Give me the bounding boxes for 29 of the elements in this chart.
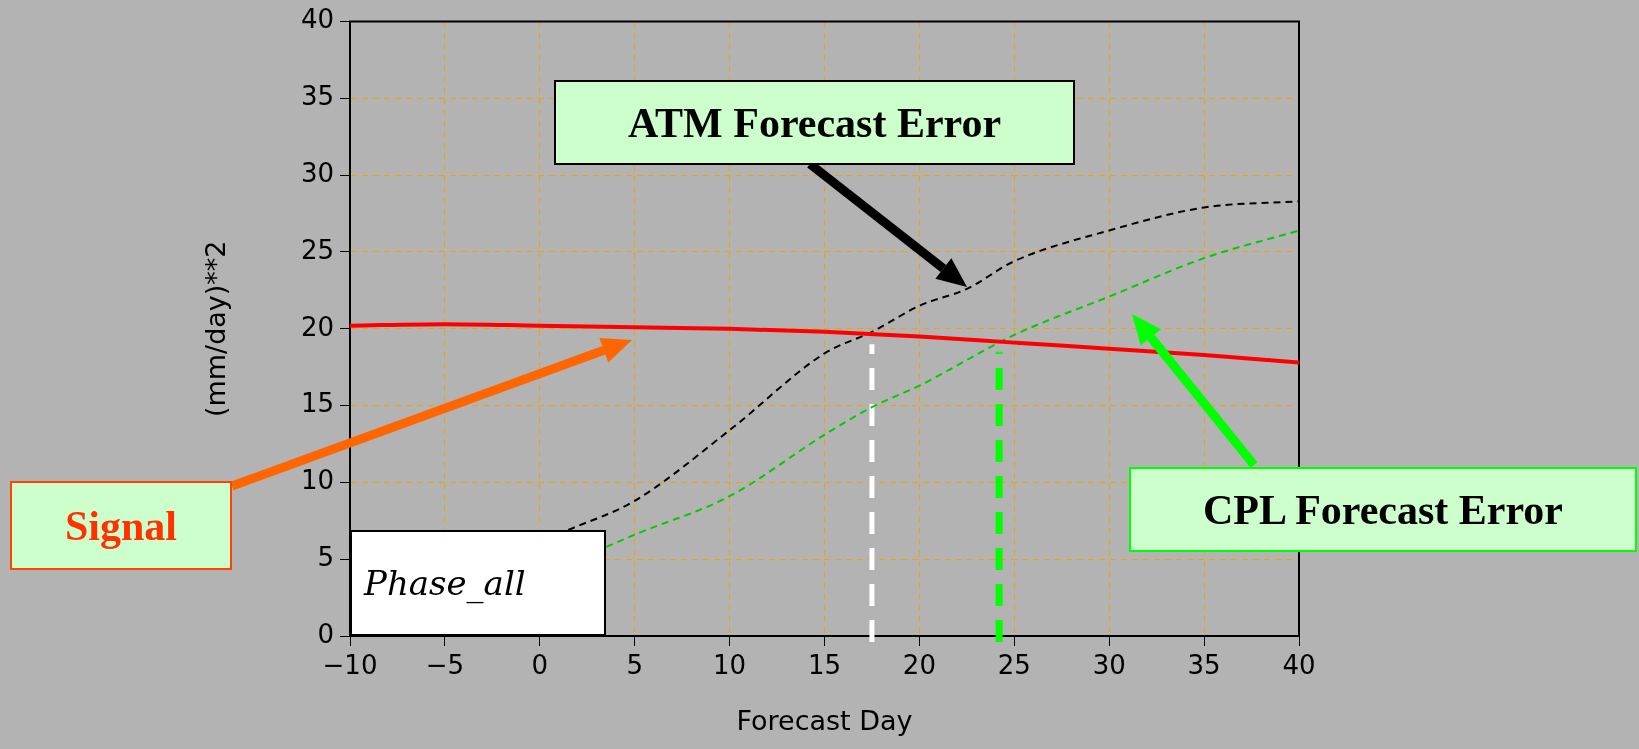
annotation: Phase_all (350, 530, 606, 636)
annotation: CPL Forecast Error (1202, 485, 1563, 534)
x-tick-label: 20 (902, 650, 936, 681)
x-tick-label: 5 (626, 650, 643, 681)
annotation: ATM Forecast Error (627, 98, 1002, 147)
y-tick-label: 20 (300, 311, 334, 342)
x-tick-label: −5 (425, 650, 465, 681)
y-tick-label: 40 (300, 4, 334, 35)
x-tick-label: 25 (997, 650, 1031, 681)
x-tick-label: 40 (1282, 650, 1316, 681)
y-tick-label: 35 (300, 81, 334, 112)
y-tick-label: 10 (300, 465, 334, 496)
y-tick-label: 30 (300, 157, 334, 188)
y-tick-label: 5 (317, 541, 334, 572)
x-tick-label: 10 (713, 650, 747, 681)
x-tick-label: 35 (1187, 650, 1221, 681)
y-tick-label: 25 (300, 234, 334, 265)
x-tick-label: 15 (807, 650, 842, 681)
callout-box: CPL Forecast Error (1129, 467, 1637, 552)
line-series (350, 322, 1299, 365)
y-tick-label: 15 (300, 388, 334, 419)
x-tick-label: 30 (1092, 650, 1126, 681)
callout-box: Signal (10, 481, 232, 570)
y-tick-label: 0 (317, 618, 334, 649)
x-tick-label: 0 (531, 650, 549, 681)
callout-box: ATM Forecast Error (554, 80, 1075, 165)
y-axis-title: (mm/day)**2 (200, 240, 232, 418)
x-tick-label: −10 (322, 650, 378, 681)
x-axis-title: Forecast Day (736, 704, 913, 736)
